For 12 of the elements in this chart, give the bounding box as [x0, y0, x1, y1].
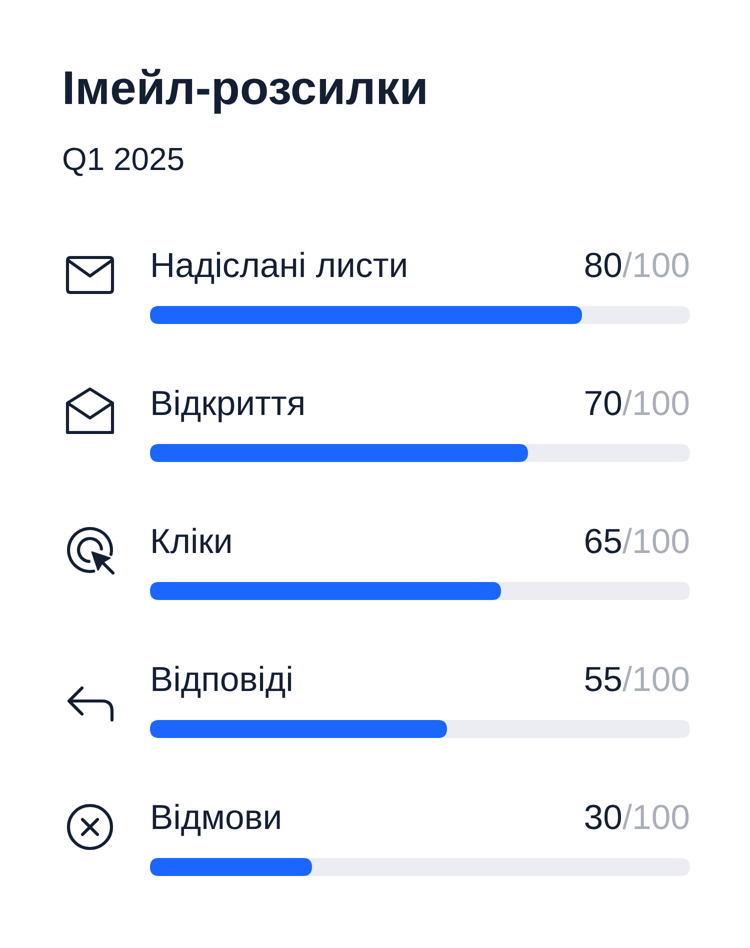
chart-subtitle: Q1 2025	[64, 148, 184, 176]
chart-title: Імейл-розсилки	[65, 68, 426, 114]
y-tick-label: Відповіді	[152, 666, 292, 698]
y-tick-label: Кліки	[152, 528, 230, 554]
data-label: 65/100	[586, 528, 689, 554]
y-tick-label: Відмови	[152, 804, 280, 836]
y-tick-label: Відкриття	[152, 390, 304, 422]
data-label: 30/100	[585, 804, 689, 830]
data-label: 80/100	[585, 252, 689, 278]
y-tick-label: Надіслані листи	[152, 252, 406, 284]
data-label: 55/100	[585, 666, 689, 692]
data-label: 70/100	[586, 390, 689, 416]
